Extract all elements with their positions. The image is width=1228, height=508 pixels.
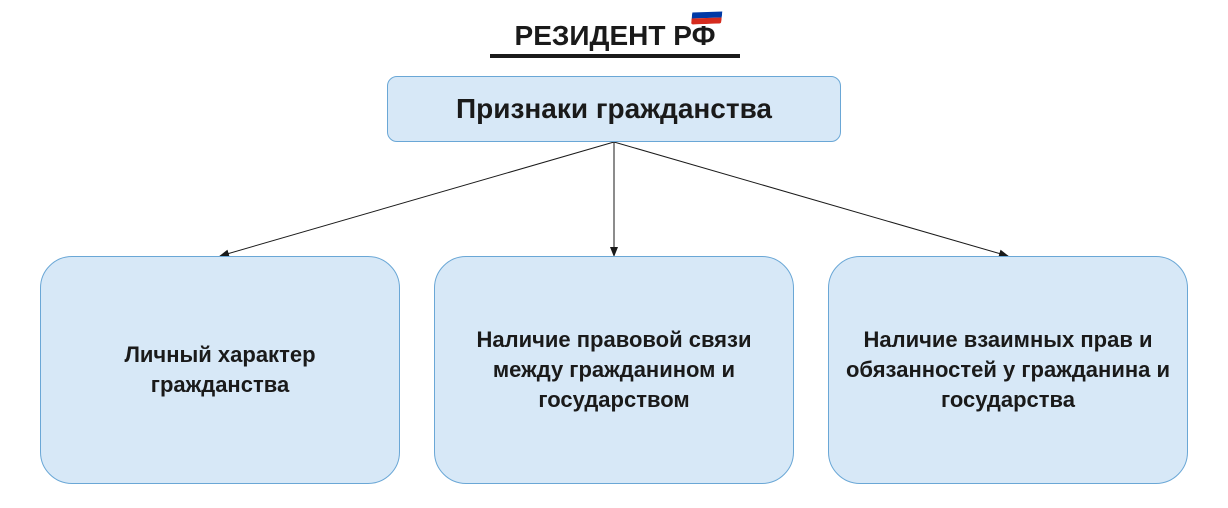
logo-text: РЕЗИДЕНТ РФ [515, 22, 716, 50]
child-label-3: Наличие взаимных прав и обязанностей у г… [843, 325, 1173, 414]
logo: РЕЗИДЕНТ РФ [490, 6, 740, 58]
child-node-1: Личный характер гражданства [40, 256, 400, 484]
root-label: Признаки гражданства [456, 90, 772, 128]
flag-stripe-red [691, 17, 722, 24]
edge [220, 142, 614, 256]
child-label-2: Наличие правовой связи между гражданином… [449, 325, 779, 414]
child-node-3: Наличие взаимных прав и обязанностей у г… [828, 256, 1188, 484]
flag-icon [691, 5, 723, 24]
root-node: Признаки гражданства [387, 76, 841, 142]
edge [614, 142, 1008, 256]
child-node-2: Наличие правовой связи между гражданином… [434, 256, 794, 484]
diagram-canvas: РЕЗИДЕНТ РФ Признаки гражданства Личный … [0, 0, 1228, 508]
logo-underline [490, 54, 740, 58]
child-label-1: Личный характер гражданства [55, 340, 385, 399]
edges-group [220, 142, 1008, 256]
